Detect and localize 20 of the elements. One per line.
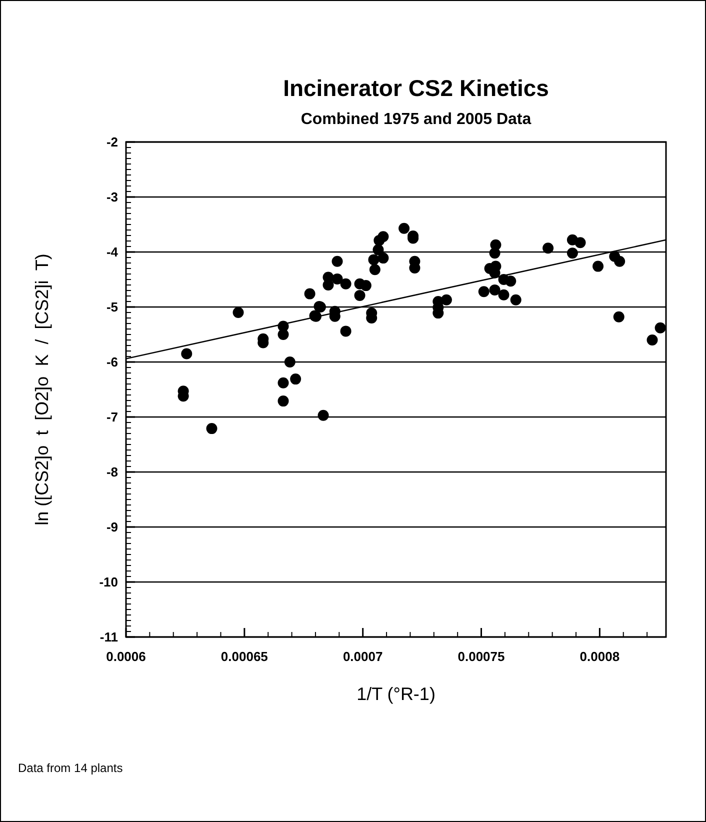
- y-tick-label: -4: [106, 244, 119, 260]
- y-tick-label: -11: [100, 630, 118, 645]
- x-tick-label: 0.0006: [106, 649, 146, 664]
- y-tick-label: -9: [106, 520, 118, 535]
- y-tick-label: -7: [106, 410, 118, 425]
- y-tick-label: -10: [99, 574, 118, 590]
- chart-title: Incinerator CS2 Kinetics: [283, 75, 549, 101]
- y-tick-label: -6: [106, 354, 118, 370]
- y-tick-label: -2: [106, 134, 118, 150]
- y-tick-label: -8: [106, 464, 118, 480]
- x-tick-label: 0.00075: [458, 649, 505, 664]
- x-tick-label: 0.0008: [580, 649, 620, 664]
- x-axis-title: 1/T (°R-1): [356, 684, 436, 704]
- y-tick-label: -5: [106, 300, 118, 315]
- chart-subtitle: Combined 1975 and 2005 Data: [300, 111, 532, 128]
- y-tick-label: -3: [106, 190, 118, 205]
- x-tick-label: 0.0007: [342, 649, 383, 664]
- y-axis-title: ln ([CS2]o t [O2]o K / [CS2]i T): [32, 254, 52, 526]
- text: Data from 14 plants: [18, 761, 123, 775]
- x-tick-label: 0.00065: [220, 649, 268, 664]
